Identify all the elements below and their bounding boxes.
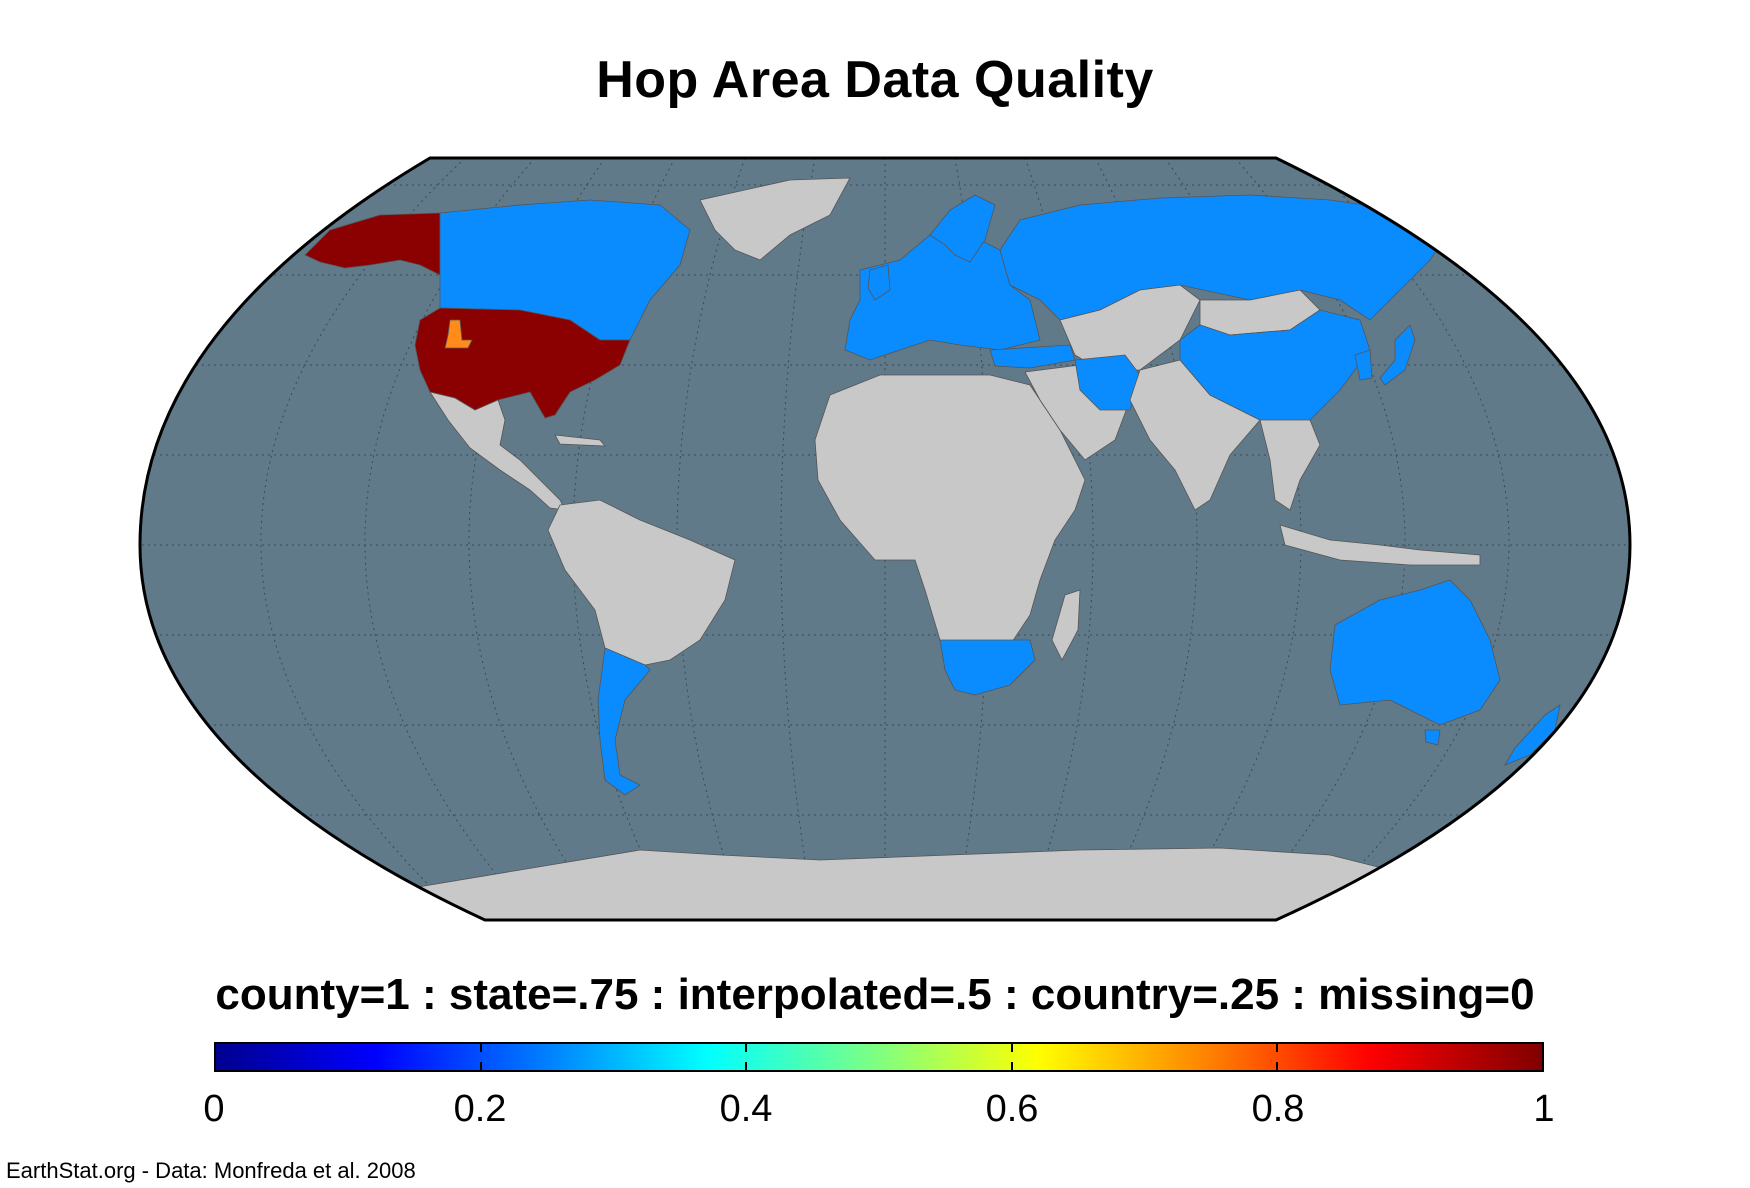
- meridian-line: [260, 158, 466, 920]
- colorbar-tick: [1275, 1044, 1278, 1052]
- tasmania: [1424, 729, 1441, 746]
- greenland: [699, 177, 851, 261]
- colorbar-tick: [480, 1044, 483, 1052]
- china: [1179, 309, 1371, 431]
- data-credit: EarthStat.org - Data: Monfreda et al. 20…: [6, 1158, 416, 1183]
- korea: [1354, 349, 1373, 381]
- new-zealand: [1504, 704, 1561, 766]
- mexico-central-america: [429, 391, 566, 511]
- turkey: [989, 344, 1076, 369]
- australia: [1329, 579, 1501, 726]
- alaska: [304, 212, 441, 276]
- map-title: Hop Area Data Quality: [596, 51, 1154, 109]
- japan: [1379, 324, 1416, 386]
- colorbar-tick: [745, 1062, 748, 1070]
- united-states: [414, 307, 631, 419]
- south-africa: [939, 639, 1036, 696]
- colorbar-tick-label: 0.4: [719, 1088, 773, 1130]
- idaho: [444, 319, 473, 349]
- united-kingdom: [867, 264, 891, 301]
- indonesia: [1279, 524, 1481, 566]
- scandinavia: [929, 194, 996, 263]
- colorbar-tick-label: 0: [203, 1088, 225, 1130]
- legend-description: county=1 : state=.75 : interpolated=.5 :…: [215, 970, 1535, 1019]
- colorbar-tick: [1010, 1062, 1013, 1070]
- map-frame: [138, 156, 1632, 922]
- iran: [1074, 354, 1141, 411]
- colorbar-tick-label: 0.8: [1251, 1088, 1305, 1130]
- madagascar: [1051, 589, 1081, 661]
- colorbar-tick: [480, 1062, 483, 1070]
- colorbar: [214, 1042, 1544, 1072]
- colorbar-tick-label: 1: [1533, 1088, 1555, 1130]
- south-asia: [1129, 359, 1261, 511]
- meridian-line: [364, 158, 536, 920]
- colorbar-tick-label: 0.6: [985, 1088, 1039, 1130]
- colorbar-tick: [1275, 1062, 1278, 1070]
- meridian-line: [1234, 158, 1406, 920]
- southeast-asia: [1259, 419, 1321, 511]
- colorbar-tick: [1010, 1044, 1013, 1052]
- meridian-line: [780, 158, 816, 920]
- colorbar-tick: [745, 1044, 748, 1052]
- argentina: [597, 647, 651, 796]
- south-america: [547, 499, 736, 666]
- africa: [814, 374, 1086, 666]
- caribbean: [554, 434, 606, 447]
- colorbar-tick-label: 0.2: [453, 1088, 507, 1130]
